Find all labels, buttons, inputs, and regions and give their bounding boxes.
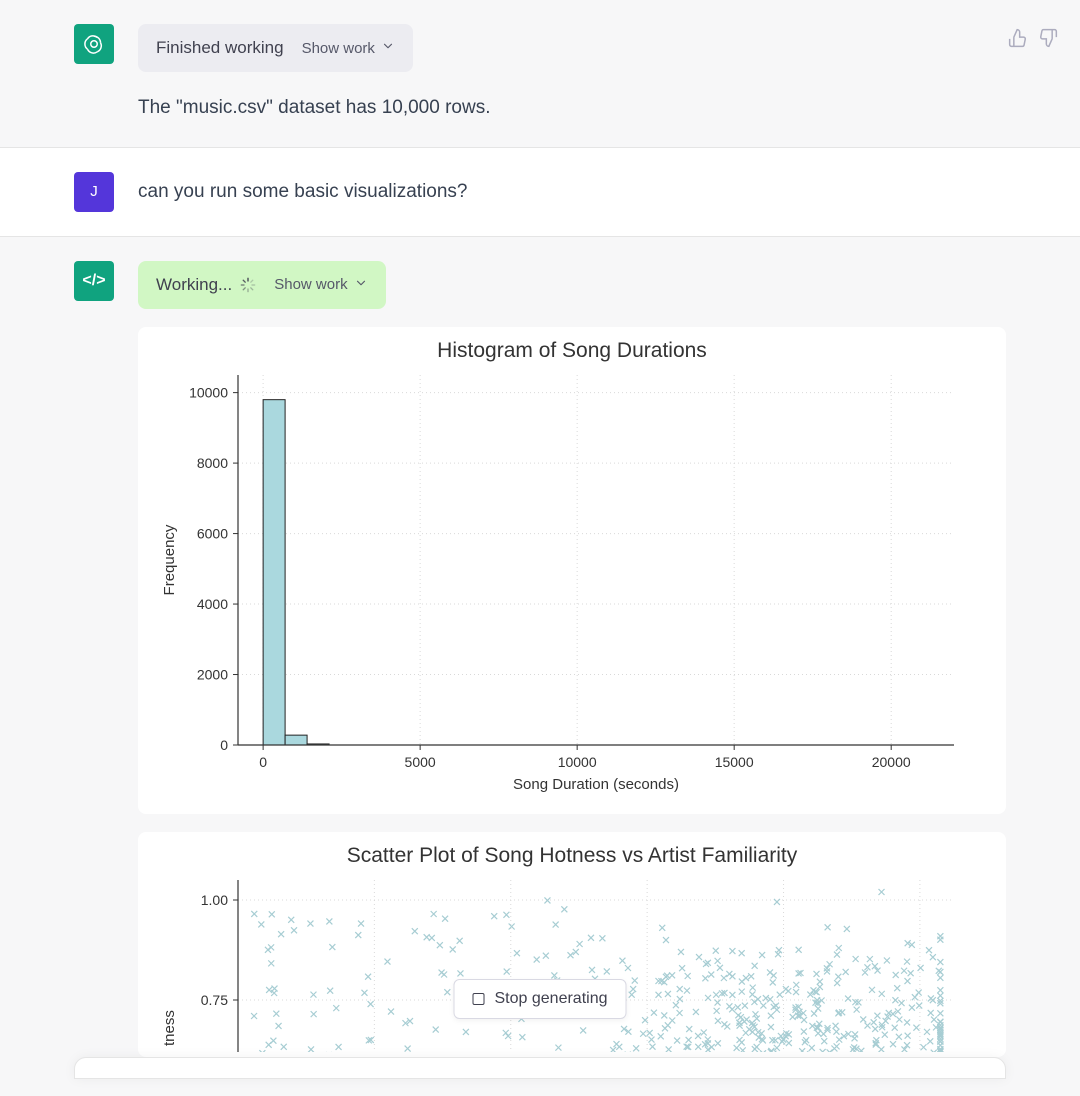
- assistant-1-content: Finished working Show work The "music.cs…: [138, 24, 1006, 123]
- histogram-chart: 0 2000 4000 6000 8000 10000 0 5000 10000 15000 200…: [152, 369, 964, 799]
- show-work-label: Show work: [302, 40, 375, 57]
- svg-text:0.75: 0.75: [201, 992, 228, 1008]
- stop-generating-button[interactable]: Stop generating: [454, 979, 627, 1019]
- svg-text:10000: 10000: [189, 384, 228, 400]
- stop-icon: [473, 993, 485, 1005]
- user-avatar: J: [74, 172, 114, 212]
- assistant-1-text: The "music.csv" dataset has 10,000 rows.: [138, 94, 1006, 123]
- scatter-title: Scatter Plot of Song Hotness vs Artist F…: [152, 840, 992, 874]
- svg-text:0: 0: [259, 754, 267, 770]
- svg-text:4000: 4000: [197, 596, 228, 612]
- code-avatar: </>: [74, 261, 114, 301]
- svg-text:Song Duration (seconds): Song Duration (seconds): [513, 776, 679, 793]
- show-work-toggle[interactable]: Show work: [274, 276, 367, 294]
- code-icon: </>: [82, 272, 105, 290]
- show-work-toggle[interactable]: Show work: [302, 39, 395, 57]
- svg-text:0: 0: [220, 737, 228, 753]
- svg-text:Frequency: Frequency: [161, 524, 178, 595]
- assistant-turn-2: </> Working...: [0, 237, 1080, 1057]
- svg-text:15000: 15000: [715, 754, 754, 770]
- message-input[interactable]: [74, 1057, 1006, 1079]
- user-turn: J can you run some basic visualizations?: [0, 148, 1080, 237]
- scatter-chart: 0.75 1.00 tness: [152, 874, 964, 1052]
- chevron-down-icon: [354, 276, 368, 294]
- thumb-down-icon[interactable]: [1038, 28, 1058, 53]
- svg-text:6000: 6000: [197, 525, 228, 541]
- svg-text:5000: 5000: [405, 754, 436, 770]
- status-label: Working...: [156, 275, 232, 295]
- svg-text:tness: tness: [161, 1010, 178, 1046]
- svg-text:1.00: 1.00: [201, 892, 228, 908]
- openai-logo-icon: [81, 31, 107, 57]
- user-text: can you run some basic visualizations?: [138, 172, 1006, 207]
- assistant-turn-1: Finished working Show work The "music.cs…: [0, 0, 1080, 148]
- user-avatar-letter: J: [90, 183, 98, 200]
- histogram-card: Histogram of Song Durations 0 2000 4000 600…: [138, 327, 1006, 814]
- svg-text:20000: 20000: [872, 754, 911, 770]
- histogram-title: Histogram of Song Durations: [152, 335, 992, 369]
- stop-label: Stop generating: [495, 990, 608, 1008]
- status-chip-working[interactable]: Working...: [138, 261, 386, 309]
- spinner-icon: [240, 277, 256, 293]
- thumb-up-icon[interactable]: [1008, 28, 1028, 53]
- user-content: can you run some basic visualizations?: [138, 172, 1006, 212]
- composer-area: [0, 1057, 1080, 1079]
- svg-text:2000: 2000: [197, 666, 228, 682]
- status-chip-finished[interactable]: Finished working Show work: [138, 24, 413, 72]
- chevron-down-icon: [381, 39, 395, 57]
- gpt-avatar: [74, 24, 114, 64]
- svg-text:8000: 8000: [197, 455, 228, 471]
- assistant-2-content: Working...: [138, 261, 1006, 1057]
- svg-text:10000: 10000: [558, 754, 597, 770]
- feedback-buttons: [1008, 28, 1058, 53]
- status-label: Finished working: [156, 38, 284, 58]
- scatter-card: Scatter Plot of Song Hotness vs Artist F…: [138, 832, 1006, 1057]
- show-work-label: Show work: [274, 276, 347, 293]
